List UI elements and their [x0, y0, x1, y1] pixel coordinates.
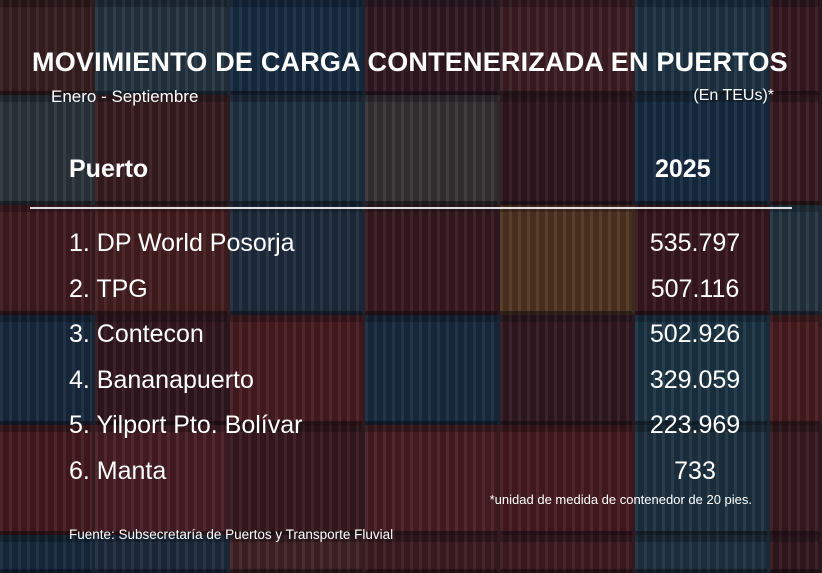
port-value: 507.116: [650, 274, 740, 303]
port-name: 4. Bananapuerto: [69, 365, 254, 394]
port-value: 535.797: [649, 229, 741, 257]
port-value: 733: [674, 456, 716, 485]
port-name: 2. TPG: [69, 274, 148, 303]
port-name: 5. Yilport Pto. Bolívar: [69, 411, 303, 439]
page-title: MOVIMIENTO DE CARGA CONTENERIZADA EN PUE…: [32, 47, 788, 77]
header-year: 2025: [655, 155, 711, 183]
port-name: 6. Manta: [69, 456, 167, 485]
footnote: *unidad de medida de contenedor de 20 pi…: [489, 492, 752, 507]
port-value: 329.059: [649, 365, 741, 394]
header-port: Puerto: [69, 155, 149, 183]
port-name: 3. Contecon: [69, 320, 204, 348]
unit-label: (En TEUs)*: [693, 87, 774, 104]
header-divider: [30, 207, 792, 209]
period-subtitle: Enero - Septiembre: [51, 87, 199, 106]
port-value: 223.969: [649, 411, 741, 439]
port-value: 502.926: [649, 320, 741, 348]
port-name: 1. DP World Posorja: [69, 229, 295, 257]
source-note: Fuente: Subsecretaría de Puertos y Trans…: [69, 527, 394, 542]
